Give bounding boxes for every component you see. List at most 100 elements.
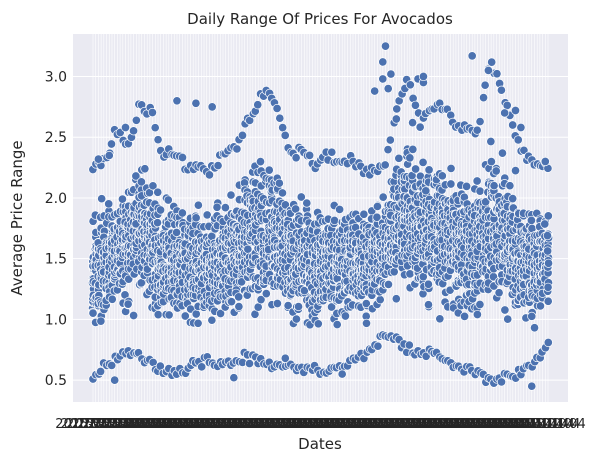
data-point [483,65,493,75]
data-point [391,114,401,124]
data-point [481,197,491,207]
data-point [405,80,415,90]
data-point [104,150,114,161]
data-point [462,181,472,191]
data-point [383,145,393,155]
data-point [213,161,223,171]
data-point [283,301,293,311]
data-point [496,85,506,95]
data-point [475,299,485,310]
data-point [110,375,120,385]
x-tick-label: 2015-01-04 [55,417,131,432]
data-point [385,135,395,145]
data-point [335,204,345,215]
x-tick-label: 2015-01-04 [147,417,223,432]
data-point [220,203,230,213]
data-point [277,188,288,198]
data-point [153,310,163,320]
data-point [120,122,131,133]
data-point [215,308,226,319]
x-tick-label: 2015-01-04 [396,417,472,432]
data-point [496,377,507,387]
data-point [296,192,306,202]
data-point [97,194,107,204]
x-tick-label: 2015-01-04 [429,417,505,432]
data-point [394,153,404,163]
data-point [540,156,550,167]
data-point [140,164,150,174]
data-point [535,301,545,311]
data-point [543,258,554,268]
data-point [405,269,415,279]
data-point [543,337,553,348]
data-point [491,166,501,176]
data-point [291,153,301,163]
x-tick-label: 2015-01-04 [191,417,267,432]
data-point [510,105,521,116]
data-point [404,340,414,350]
x-tick-label: 2015-01-04 [88,417,164,432]
data-point [129,126,139,136]
data-point [516,122,526,133]
data-point [226,190,236,200]
x-tick-label: 2015-01-04 [234,417,310,432]
data-point [234,292,244,302]
x-tick-label: 2015-01-04 [510,417,586,432]
x-tick-label: 2015-01-04 [66,417,142,432]
x-tick-label: 2015-01-04 [310,417,386,432]
data-point [232,144,242,154]
data-point [207,102,217,112]
data-point [280,353,290,363]
data-point [305,150,315,160]
x-tick-label: 2015-01-04 [277,417,353,432]
x-tick-label: 2015-01-04 [494,417,570,432]
data-point [492,69,502,79]
data-point [494,288,504,298]
data-point [327,147,337,157]
data-point [446,163,456,173]
data-point [375,295,385,305]
data-point [418,71,428,82]
data-point [172,96,182,106]
data-point [418,157,428,167]
data-point [446,179,456,189]
x-tick-label: 2015-01-04 [82,417,158,432]
data-point [497,148,507,158]
data-point [255,157,266,167]
data-point [131,171,141,181]
data-point [389,267,399,277]
data-point [197,362,207,372]
data-point [172,227,182,237]
data-point [408,118,418,128]
x-tick-label: 2015-01-04 [158,417,234,432]
x-tick-label: 2015-01-04 [483,417,559,432]
x-tick-label: 2015-01-04 [261,417,337,432]
x-tick-label: 2015-01-04 [353,417,429,432]
data-point [472,176,482,186]
data-point [411,164,421,174]
data-point [204,170,214,180]
x-tick-label: 2015-01-04 [174,417,250,432]
data-point [543,246,553,256]
x-tick-label: 2015-01-04 [391,417,467,432]
data-point [500,305,510,315]
data-point [540,219,550,229]
data-point [96,366,106,377]
data-point [475,117,485,127]
data-point [153,187,163,197]
data-point [527,311,537,321]
data-point [527,381,537,391]
x-tick-label: 2015-01-04 [256,417,332,432]
chart-title: Daily Range Of Prices For Avocados [187,10,453,28]
x-tick-label: 2015-01-04 [294,417,370,432]
data-point [340,311,350,321]
data-point [421,186,431,196]
x-tick-label: 2015-01-04 [478,417,554,432]
data-point [370,86,380,96]
data-point [153,135,163,145]
data-point [272,298,282,309]
data-point [163,195,173,205]
x-tick-label: 2015-01-04 [266,417,342,432]
x-tick-label: 2015-01-04 [315,417,391,432]
data-point [472,125,482,135]
